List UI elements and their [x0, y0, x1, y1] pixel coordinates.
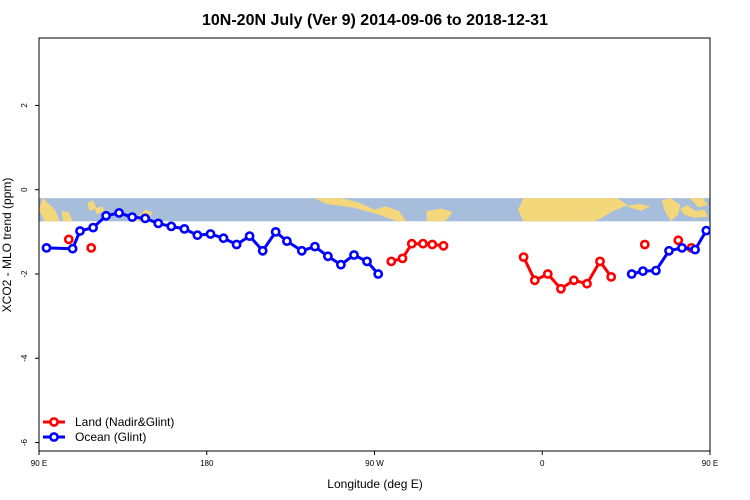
- data-point: [595, 256, 605, 267]
- data-point: [386, 256, 397, 267]
- y-tick-label: 2: [20, 103, 29, 108]
- map-land-patch: [689, 198, 709, 208]
- data-point: [270, 226, 281, 237]
- data-point: [114, 207, 124, 218]
- map-land-patch: [314, 198, 407, 222]
- data-point: [88, 222, 98, 233]
- map-land-patch: [94, 206, 105, 215]
- data-point: [86, 242, 97, 253]
- data-point: [153, 218, 164, 229]
- data-point: [218, 233, 229, 244]
- data-point: [673, 235, 684, 246]
- data-point: [518, 252, 529, 262]
- map-land-patch: [718, 209, 744, 222]
- x-tick-label: 90 E: [31, 459, 47, 468]
- map-land-patch: [518, 198, 628, 222]
- chart-title: 10N-20N July (Ver 9) 2014-09-06 to 2018-…: [202, 12, 548, 29]
- data-point: [140, 213, 151, 224]
- data-point: [166, 221, 177, 232]
- data-point: [349, 250, 359, 260]
- legend-label-land: Land (Nadir&Glint): [75, 415, 174, 429]
- plot-frame: [38, 37, 711, 452]
- data-point: [63, 234, 74, 245]
- data-point: [569, 275, 579, 286]
- data-point: [427, 239, 438, 250]
- map-land-patch: [61, 210, 73, 222]
- data-point: [205, 229, 216, 239]
- data-point: [231, 239, 242, 250]
- x-axis: 90 E 180 90 W 0 90 E: [31, 451, 718, 468]
- data-point: [529, 275, 540, 286]
- y-tick-label: -6: [20, 438, 29, 446]
- data-point: [296, 245, 307, 256]
- world-map-strip: [39, 198, 744, 222]
- x-tick-label: 0: [540, 459, 545, 468]
- data-point: [192, 230, 203, 241]
- map-land-patch: [661, 198, 681, 222]
- data-point: [244, 231, 255, 241]
- y-tick-label: -4: [20, 354, 29, 362]
- data-point: [406, 238, 417, 249]
- data-point: [101, 210, 111, 221]
- map-land-patch: [579, 210, 593, 219]
- data-point: [179, 223, 190, 234]
- legend-marker-ocean: [49, 432, 59, 442]
- data-point: [677, 242, 687, 253]
- series-land: [63, 234, 697, 294]
- x-tick-label: 90 E: [702, 459, 718, 468]
- data-point: [75, 226, 85, 236]
- legend-label-ocean: Ocean (Glint): [75, 430, 146, 444]
- data-point: [362, 256, 372, 267]
- map-land-patch: [626, 203, 651, 211]
- data-point: [651, 265, 661, 276]
- y-tick-label: -2: [20, 270, 29, 278]
- data-point: [729, 214, 736, 221]
- series-ocean: [41, 207, 749, 279]
- legend-marker-land: [49, 417, 59, 427]
- series-line: [46, 211, 380, 275]
- data-point: [716, 224, 723, 231]
- map-land-patch: [680, 205, 709, 218]
- y-axis: -6 -4 -2 0 2: [20, 103, 39, 446]
- data-point: [67, 243, 78, 254]
- data-point: [606, 271, 617, 282]
- x-tick-label: 90 W: [365, 459, 384, 468]
- data-point: [701, 225, 710, 236]
- data-point: [690, 244, 700, 255]
- map-land-patch: [39, 198, 60, 222]
- data-point: [373, 269, 384, 279]
- data-point: [127, 212, 138, 222]
- data-point: [257, 245, 268, 256]
- data-point: [335, 259, 346, 270]
- data-point: [638, 266, 648, 276]
- x-tick-label: 180: [200, 459, 214, 468]
- data-point: [309, 241, 320, 252]
- data-point: [281, 236, 292, 246]
- x-axis-label: Longitude (deg E): [327, 477, 422, 491]
- data-point: [664, 245, 674, 256]
- data-point: [322, 251, 333, 262]
- map-land-patch: [87, 200, 97, 211]
- data-point: [542, 269, 553, 279]
- data-point: [742, 209, 749, 216]
- data-point: [582, 278, 592, 289]
- y-tick-label: 0: [20, 187, 29, 192]
- data-point: [418, 238, 428, 249]
- series-layer: [41, 207, 749, 294]
- data-point: [438, 240, 449, 251]
- data-point: [397, 253, 408, 264]
- data-point: [639, 239, 650, 250]
- legend: Land (Nadir&Glint) Ocean (Glint): [43, 415, 174, 444]
- map-land-patch: [426, 208, 453, 222]
- data-point: [41, 242, 52, 253]
- data-point: [556, 283, 566, 294]
- y-axis-label: XCO2 - MLO trend (ppm): [0, 178, 14, 313]
- data-point: [626, 269, 637, 279]
